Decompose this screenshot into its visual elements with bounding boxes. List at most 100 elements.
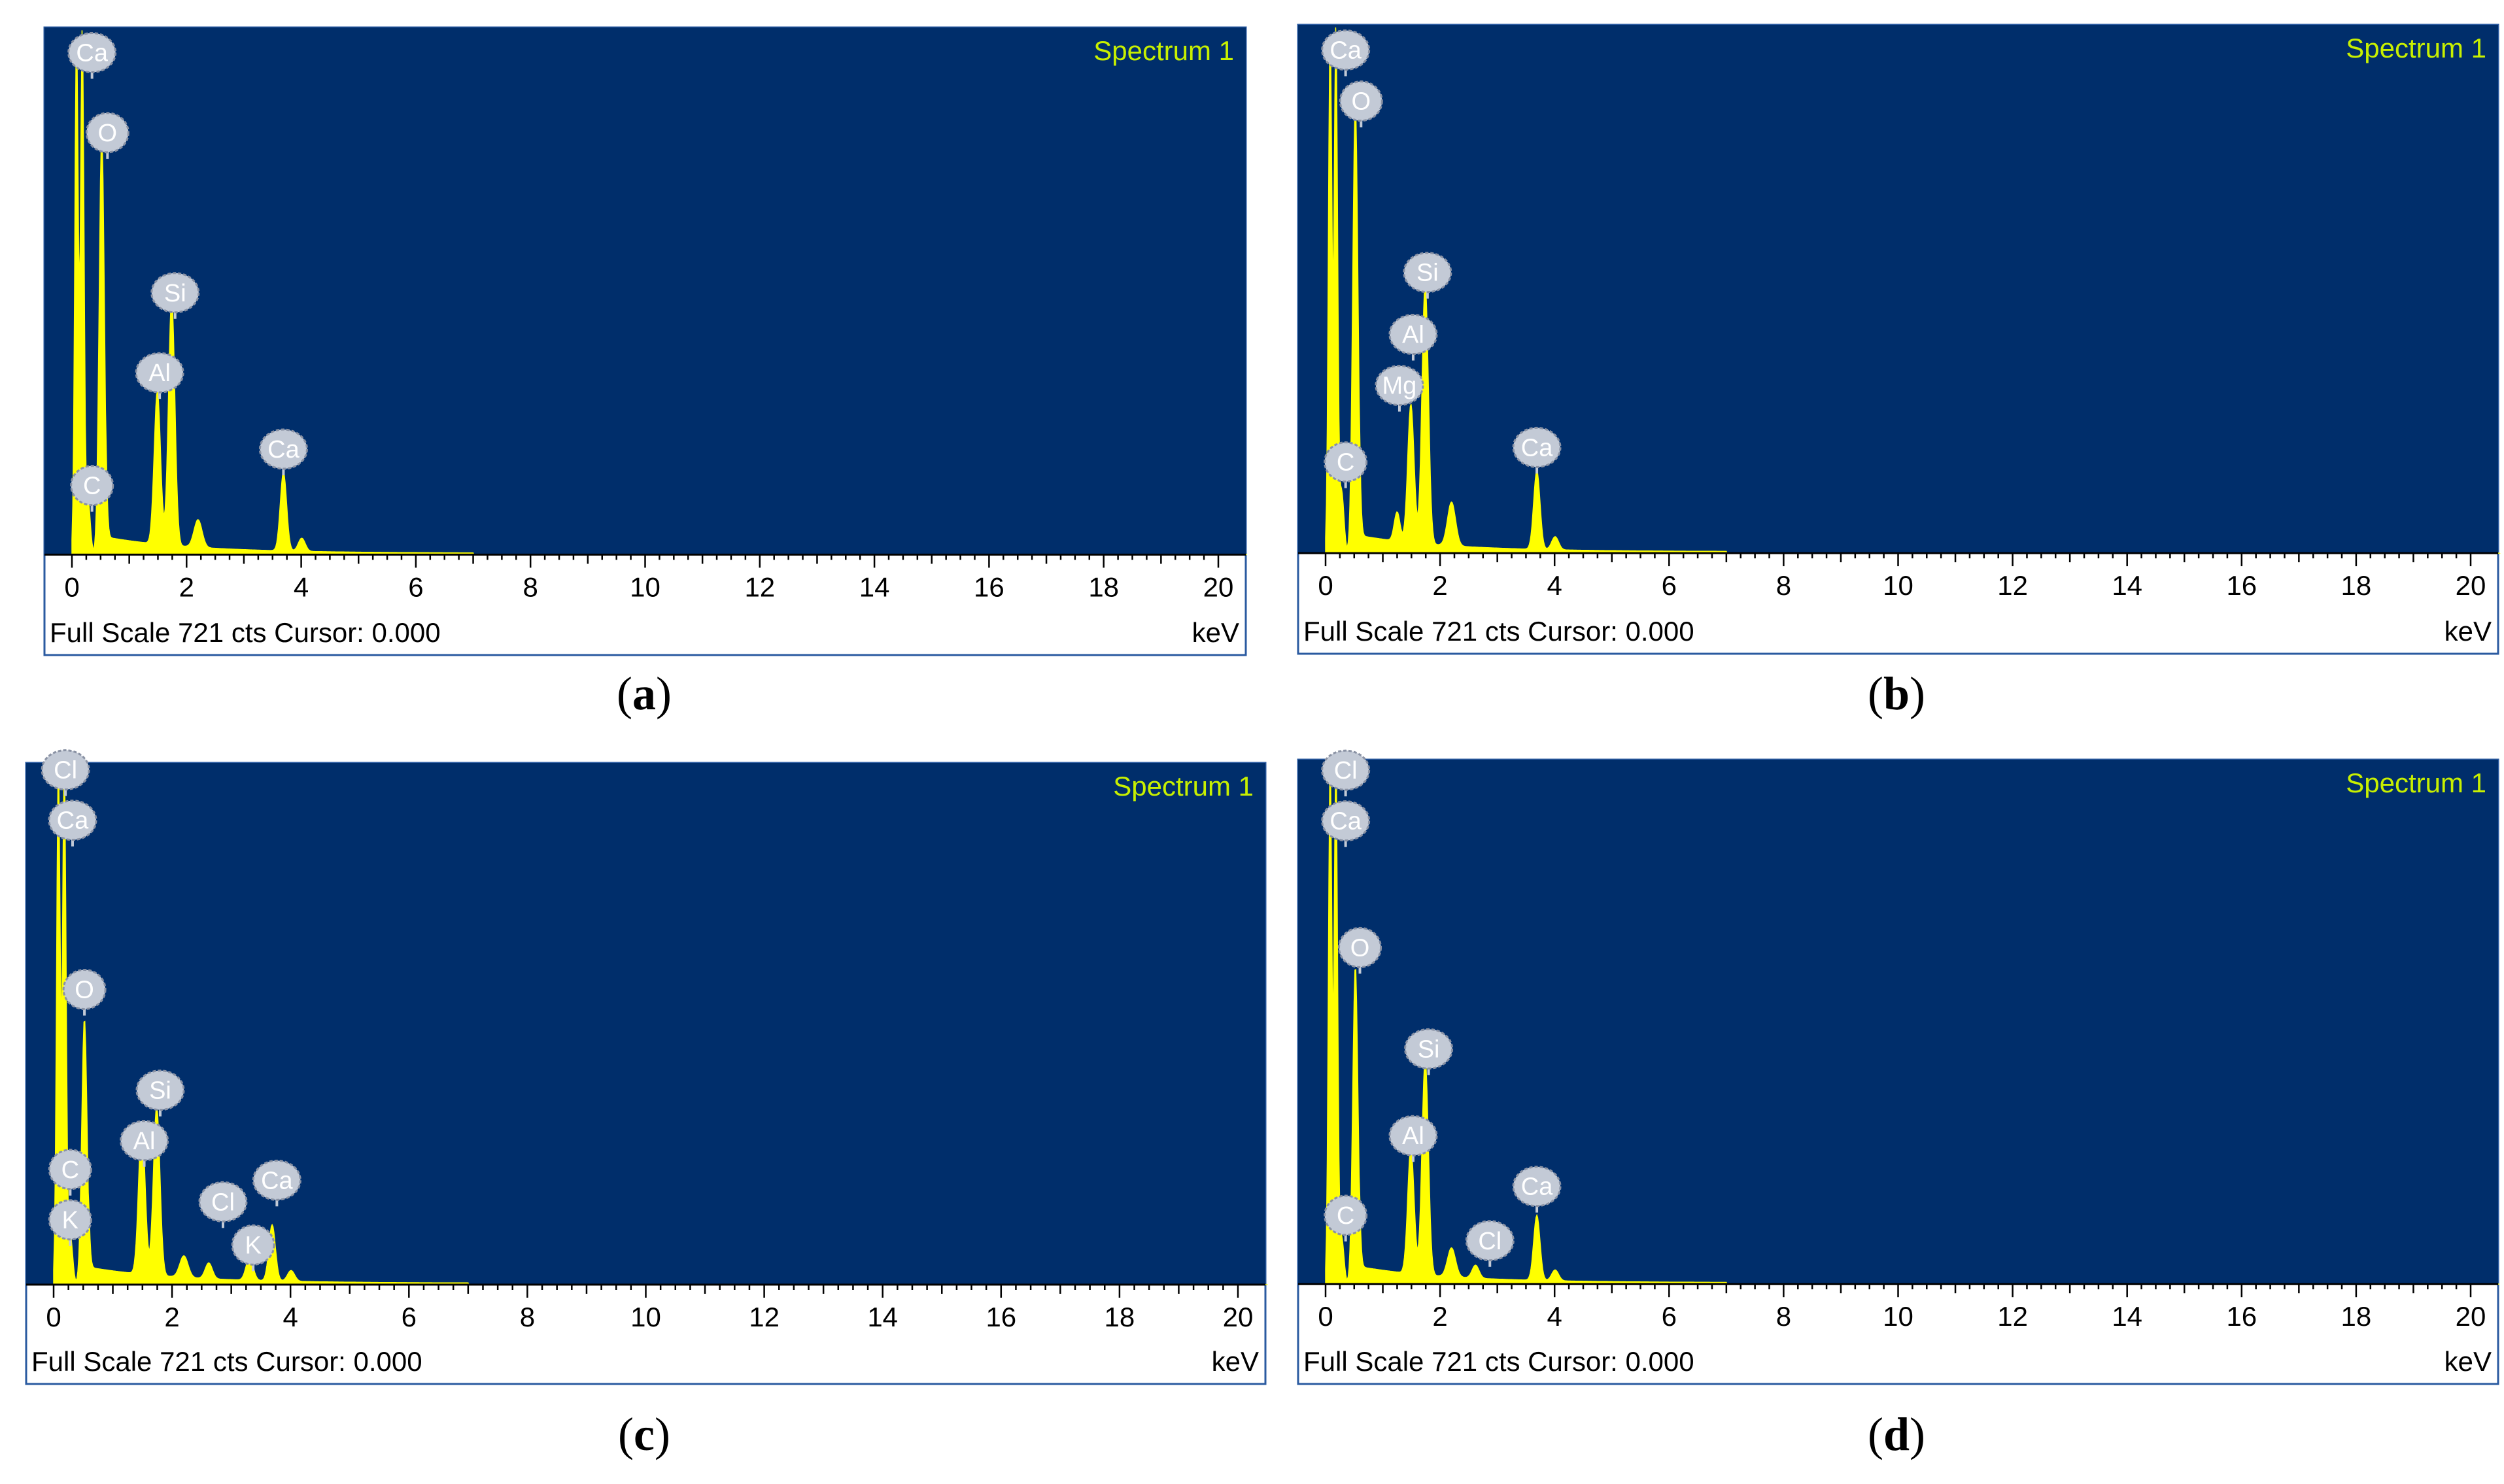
- element-label-text: Si: [149, 1077, 171, 1105]
- x-tick-label: 10: [1883, 570, 1913, 601]
- x-tick-label: 16: [2226, 1301, 2257, 1332]
- x-tick-label: 0: [46, 1302, 61, 1332]
- x-axis-unit: keV: [2444, 1346, 2492, 1377]
- element-label-text: Ca: [1329, 37, 1362, 65]
- element-label-si: Si: [1403, 252, 1452, 299]
- x-tick-label: 0: [1318, 570, 1333, 601]
- x-tick-label: 12: [744, 571, 775, 602]
- x-tick-label: 12: [1997, 1301, 2028, 1332]
- element-label-text: Ca: [1521, 434, 1553, 462]
- panel-caption: (b): [1868, 667, 1925, 720]
- plot-area: [1298, 25, 2498, 554]
- spectrum-chart: Spectrum 1 Ca O Si Al Mg Ca C 0 2 4 6 8 10 12 14 16 18 20 F…: [1297, 24, 2501, 720]
- x-tick-label: 16: [2226, 570, 2257, 601]
- element-label-text: Ca: [1329, 808, 1362, 835]
- element-label-k: K: [231, 1224, 275, 1272]
- plot-area: [44, 27, 1246, 555]
- status-text: Full Scale 721 cts Cursor: 0.000: [50, 617, 441, 648]
- element-label-si: Si: [1404, 1028, 1454, 1075]
- element-label-cl: Cl: [198, 1181, 248, 1228]
- element-label-text: Si: [1418, 1036, 1440, 1063]
- element-label-text: Ca: [1521, 1173, 1553, 1201]
- element-label-text: O: [75, 976, 94, 1003]
- x-tick-label: 4: [1547, 570, 1562, 601]
- spectrum-chart: Spectrum 1 Cl Ca O Si Al C Cl Ca K K 0 2 4 6 8 10 12 14 16 1…: [25, 749, 1268, 1460]
- x-axis-unit: keV: [1192, 617, 1239, 648]
- element-label-text: C: [61, 1156, 79, 1184]
- x-tick-label: 20: [1203, 571, 1234, 602]
- x-tick-label: 10: [1883, 1301, 1913, 1332]
- element-label-text: C: [1337, 449, 1354, 477]
- x-tick-label: 8: [520, 1302, 535, 1332]
- element-label-text: Cl: [1334, 757, 1358, 784]
- x-tick-label: 2: [164, 1302, 179, 1332]
- element-label-text: K: [62, 1207, 78, 1234]
- element-label-o: O: [85, 112, 129, 159]
- element-label-text: Cl: [54, 757, 77, 784]
- element-label-ca: Ca: [1512, 1166, 1562, 1213]
- x-tick-label: 4: [283, 1302, 298, 1332]
- panel-c: Spectrum 1 Cl Ca O Si Al C Cl Ca K K 0 2 4 6 8 10 12 14 16 1…: [0, 742, 1268, 1484]
- element-label-text: C: [1337, 1202, 1354, 1230]
- element-label-cl: Cl: [1321, 749, 1371, 797]
- element-label-k: K: [48, 1199, 92, 1246]
- status-text: Full Scale 721 cts Cursor: 0.000: [1303, 1346, 1694, 1377]
- status-text: Full Scale 721 cts Cursor: 0.000: [1303, 616, 1694, 647]
- element-label-text: Si: [164, 280, 186, 307]
- element-label-text: Ca: [267, 436, 300, 464]
- x-tick-label: 10: [630, 571, 660, 602]
- x-tick-label: 6: [1662, 570, 1677, 601]
- element-label-text: K: [245, 1232, 261, 1259]
- chart-title: Spectrum 1: [1093, 35, 1234, 66]
- element-label-ca: Ca: [258, 428, 308, 476]
- element-label-text: Cl: [1478, 1228, 1501, 1255]
- element-label-cl: Cl: [1465, 1220, 1515, 1267]
- element-label-text: Al: [1402, 322, 1424, 349]
- x-tick-label: 6: [408, 571, 423, 602]
- element-label-si: Si: [135, 1070, 185, 1117]
- x-axis-unit: keV: [2444, 616, 2492, 647]
- x-tick-label: 14: [867, 1302, 898, 1332]
- x-tick-label: 0: [64, 571, 79, 602]
- element-label-c: C: [48, 1149, 92, 1196]
- element-label-c: C: [1324, 441, 1368, 488]
- spectrum-chart: Spectrum 1 Ca O Si Al Ca C 0 2 4 6 8 10 12 14 16 18 20 Ful…: [43, 26, 1247, 720]
- x-tick-label: 6: [1662, 1301, 1677, 1332]
- chart-title: Spectrum 1: [2346, 767, 2486, 798]
- element-label-o: O: [1339, 80, 1383, 127]
- x-tick-label: 14: [2112, 1301, 2142, 1332]
- element-label-ca: Ca: [1512, 426, 1562, 474]
- element-label-o: O: [1338, 926, 1382, 974]
- x-tick-label: 18: [2341, 570, 2372, 601]
- x-tick-label: 8: [1776, 570, 1791, 601]
- element-label-text: O: [98, 120, 118, 147]
- x-tick-label: 16: [986, 1302, 1016, 1332]
- x-tick-label: 2: [1432, 570, 1447, 601]
- element-label-text: Si: [1416, 260, 1439, 287]
- chart-title: Spectrum 1: [2346, 33, 2486, 63]
- element-label-text: O: [1350, 934, 1370, 962]
- element-label-c: C: [70, 465, 114, 512]
- spectrum-chart: Spectrum 1 Cl Ca O Si Al Ca Cl C 0 2 4 6 8 10 12 14 16 18 2…: [1297, 749, 2499, 1460]
- x-tick-label: 20: [2456, 1301, 2486, 1332]
- element-label-text: Ca: [261, 1167, 293, 1194]
- element-label-c: C: [1324, 1194, 1368, 1242]
- x-tick-label: 18: [1105, 1302, 1135, 1332]
- panel-b: Spectrum 1 Ca O Si Al Mg Ca C 0 2 4 6 8 10 12 14 16 18 20 F…: [1252, 0, 2504, 742]
- x-tick-label: 10: [630, 1302, 661, 1332]
- x-tick-label: 14: [2112, 570, 2142, 601]
- element-label-ca: Ca: [1321, 29, 1371, 76]
- x-tick-label: 4: [1547, 1301, 1562, 1332]
- status-text: Full Scale 721 cts Cursor: 0.000: [31, 1346, 422, 1377]
- plot-area: [1298, 760, 2498, 1285]
- element-label-al: Al: [1388, 1115, 1438, 1162]
- element-label-text: Al: [148, 360, 171, 387]
- element-label-text: Cl: [211, 1189, 235, 1216]
- x-tick-label: 16: [974, 571, 1004, 602]
- element-label-mg: Mg: [1375, 365, 1424, 412]
- element-label-text: Ca: [57, 807, 89, 835]
- x-tick-label: 12: [1997, 570, 2028, 601]
- x-tick-label: 6: [402, 1302, 417, 1332]
- x-tick-label: 18: [1088, 571, 1119, 602]
- panel-caption: (d): [1868, 1408, 1925, 1460]
